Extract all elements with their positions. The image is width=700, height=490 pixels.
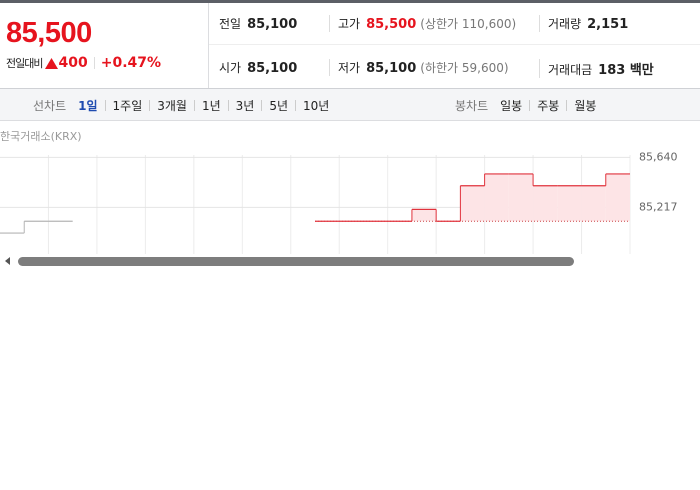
tab[interactable]: 일봉	[500, 99, 523, 113]
stat-label: 거래대금	[548, 63, 593, 77]
stats-row: 시가 85,100 저가 85,100 (하한가 59,600) 거래대금 183 백만	[209, 47, 700, 89]
tab[interactable]: 1주일	[112, 99, 143, 113]
chart: 한국거래소(KRX) 85,640 85,217	[0, 130, 700, 268]
stat-value: 183 백만	[598, 63, 654, 78]
stat-label: 시가	[219, 61, 242, 75]
stat: 고가 85,500 (상한가 110,600)	[329, 15, 516, 32]
stat-value: 85,100	[247, 17, 298, 32]
up-icon	[45, 57, 59, 69]
stat-note: (상한가 110,600)	[420, 17, 517, 31]
current-price: 85,500	[6, 17, 92, 49]
y-tick-label: 85,640	[639, 150, 678, 163]
stat: 전일 85,100	[219, 15, 297, 32]
stat: 저가 85,100 (하한가 59,600)	[329, 59, 509, 76]
tab[interactable]: 10년	[303, 99, 330, 113]
change: 전일대비 400 +0.47%	[6, 55, 161, 71]
divider	[566, 100, 568, 111]
stat: 시가 85,100	[219, 59, 297, 76]
tab[interactable]: 1년	[201, 99, 221, 113]
area-fill	[605, 173, 630, 222]
stat-label: 거래량	[548, 17, 582, 31]
area-fill	[411, 209, 437, 222]
area-fill	[533, 185, 558, 222]
tab[interactable]: 5년	[269, 99, 289, 113]
source: 한국거래소(KRX)	[0, 130, 82, 143]
scroll-left[interactable]	[5, 257, 10, 265]
area-fill	[581, 185, 606, 222]
tab[interactable]: 주봉	[537, 99, 560, 113]
divider	[529, 100, 531, 111]
tab[interactable]: 1일	[78, 99, 98, 113]
stats-row: 전일 85,100 고가 85,500 (상한가 110,600) 거래량 2,151	[209, 3, 700, 45]
area-fill	[484, 173, 509, 222]
stat-value: 85,500	[366, 17, 417, 32]
divider	[261, 100, 263, 111]
tab-group-label: 봉차트	[455, 99, 489, 113]
top-border	[0, 0, 700, 3]
scroll-thumb[interactable]	[18, 257, 574, 266]
stat: 거래량 2,151	[539, 15, 628, 32]
area-fill	[508, 173, 534, 222]
stat-label: 전일	[219, 17, 242, 31]
stat-label: 저가	[338, 61, 361, 75]
divider	[193, 100, 195, 111]
change-label: 전일대비	[6, 57, 43, 70]
divider	[295, 100, 297, 111]
stat-value: 2,151	[587, 17, 629, 32]
divider	[227, 100, 229, 111]
stat-label: 고가	[338, 17, 361, 31]
tab-group-label: 선차트	[33, 99, 67, 113]
price-panel: 85,500 전일대비 400 +0.47%	[0, 3, 209, 88]
stat-note: (하한가 59,600)	[420, 61, 509, 75]
y-tick-label: 85,217	[639, 200, 678, 213]
tab[interactable]: 3개월	[157, 99, 187, 113]
stat: 거래대금 183 백만	[539, 59, 654, 78]
divider	[104, 100, 106, 111]
stats: 전일 85,100 고가 85,500 (상한가 110,600) 거래량 2,151 시가 8…	[209, 3, 700, 88]
area-fill	[557, 185, 582, 222]
stat-value: 85,100	[366, 61, 417, 76]
tab-bar: 선차트 1일 1주일 3개월 1년 3년 5년 10년 봉차트 일봉 주봉 월봉	[0, 88, 700, 121]
tab[interactable]: 3년	[235, 99, 255, 113]
change-rate: +0.47%	[100, 55, 162, 71]
divider	[149, 100, 151, 111]
change-value: 400	[58, 55, 88, 71]
tab[interactable]: 월봉	[574, 99, 597, 113]
area-fill	[460, 185, 485, 222]
stat-value: 85,100	[247, 61, 298, 76]
